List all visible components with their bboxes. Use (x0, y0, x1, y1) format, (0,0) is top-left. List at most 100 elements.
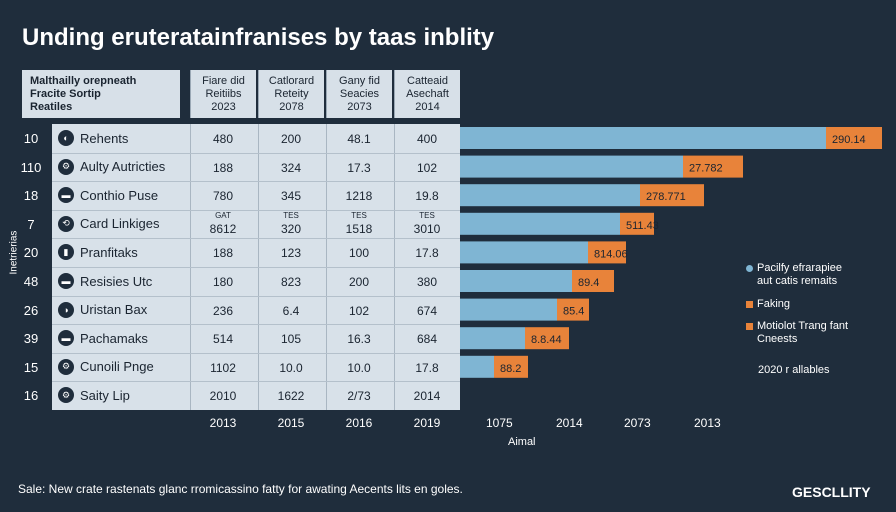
x-axis-label: Aimal (508, 436, 536, 448)
table-cell: 1102 (210, 360, 236, 375)
table-row-divider (52, 267, 460, 268)
bar-value-label: 278.771 (646, 191, 686, 203)
table-row-divider (52, 181, 460, 183)
header-column-line: Seacies (339, 88, 380, 100)
bar-secondary (588, 241, 626, 264)
row-icon: ⟲ (58, 215, 74, 232)
row-label: ⟲ Card Linkiges (58, 212, 188, 236)
header-column: Fiare did Reitiibs 2023 (190, 70, 256, 118)
bar-value-label: 85.4 (563, 306, 584, 318)
row-label-text: Rehents (80, 130, 129, 146)
row-label-text: Resisies Utc (80, 273, 153, 289)
table-cell: 2014 (413, 389, 441, 404)
table-cell: 17.8 (415, 246, 439, 261)
table-cell: 1518 (345, 221, 373, 236)
row-label-text: Card Linkiges (80, 216, 160, 232)
bottom-year: 2016 (345, 416, 373, 430)
row-icon: ◐ (58, 130, 74, 146)
table-cell: 514 (212, 332, 234, 347)
table-cell: 100 (348, 246, 370, 261)
header-column-line: Gany fid (339, 75, 380, 87)
table-cell: 823 (280, 275, 302, 289)
row-label: ▬ Resisies Utc (58, 269, 188, 293)
bottom-year: 2015 (277, 416, 305, 430)
legend-item: Pacilfy efrarapiee aut catis remaits (746, 262, 842, 288)
x-tick: 2013 (694, 416, 721, 430)
table-cell: 480 (212, 132, 234, 146)
table-cell: 200 (280, 132, 302, 146)
row-number: 20 (23, 245, 39, 261)
table-cell-sub: GAT (215, 210, 231, 220)
table-cell: 2010 (209, 389, 237, 404)
bar-secondary (557, 298, 589, 321)
row-label-text: Cunoili Pnge (80, 359, 154, 375)
row-label: ◑ Uristan Bax (58, 298, 188, 322)
bar-primary (460, 155, 683, 178)
table-cell: 380 (416, 275, 438, 289)
table-cell: 236 (212, 303, 234, 318)
table-cell: 188 (212, 246, 234, 261)
table-cell: 17.8 (415, 360, 439, 375)
bar-value-label: 8.8.44 (531, 334, 562, 346)
row-number: 10 (23, 131, 39, 146)
row-number: 110 (20, 159, 42, 175)
footer-note: Sale: New crate rastenats glanc rromicas… (18, 482, 463, 496)
table-cell-sub: TES (419, 210, 435, 220)
header-column-line: Asechaft (406, 88, 449, 100)
legend-label: Faking (757, 298, 791, 310)
bar-secondary (620, 212, 654, 235)
x-tick: 2014 (556, 416, 583, 430)
header-lead-line: Reatiles (30, 101, 73, 113)
bar-secondary (683, 155, 743, 178)
legend-label: Pacilfy efrarapiee (757, 262, 842, 274)
legend-item: Faking (746, 298, 790, 311)
table-cell: 345 (280, 189, 302, 204)
legend-dot-icon (746, 264, 753, 272)
bottom-year: 2013 (209, 416, 237, 430)
bar-value-label: 88.2 (500, 363, 521, 375)
row-number: 16 (23, 388, 39, 404)
header-column-line: Reitiibs (205, 88, 242, 100)
legend-label: 2020 r allables (758, 364, 830, 376)
row-label: ⚙ Aulty Autricties (58, 155, 188, 179)
bar-secondary (640, 184, 704, 207)
header-column-line: 2073 (347, 101, 372, 113)
bar-secondary (572, 270, 614, 292)
row-label: ◐ Rehents (58, 126, 188, 150)
row-number: 18 (23, 188, 39, 204)
bar-primary (460, 355, 494, 378)
legend-square-icon (746, 300, 753, 308)
table-cell: 200 (348, 275, 370, 289)
row-icon: ▬ (58, 330, 74, 347)
row-label-text: Conthio Puse (80, 187, 159, 203)
row-label-text: Pranfitaks (80, 244, 138, 260)
table-cell-sub: TES (283, 210, 299, 220)
bar-primary (460, 241, 588, 264)
table-row-divider (52, 381, 460, 383)
row-icon: ▮ (58, 244, 74, 261)
row-icon: ◑ (58, 301, 74, 318)
table-cell-sub: TES (351, 210, 367, 220)
bar-secondary (494, 355, 528, 378)
legend-label: Motiolot Trang fant (757, 320, 849, 332)
header-lead-line: Malthailly orepneath (30, 75, 137, 87)
row-number: 15 (23, 359, 39, 375)
bar-primary (460, 298, 557, 321)
legend-label: aut catis remaits (757, 275, 838, 287)
row-icon: ⚙ (58, 358, 74, 375)
row-icon: ▬ (58, 187, 74, 204)
bar-value-label: 511.43 (626, 220, 659, 232)
bar-primary (460, 270, 572, 292)
row-icon: ⚙ (58, 387, 74, 404)
bar-primary (460, 184, 640, 207)
row-number: 26 (23, 302, 39, 318)
x-tick: 2073 (624, 416, 651, 430)
table-cell: 6.4 (282, 303, 300, 318)
table-cell: 1218 (345, 189, 373, 204)
legend-label: Cneests (757, 333, 798, 345)
table-cell: 684 (416, 332, 438, 347)
table-cell: 10.0 (279, 360, 303, 375)
table-cell: 105 (280, 332, 302, 347)
row-label: ▬ Pachamaks (58, 326, 188, 350)
row-icon: ⚙ (58, 158, 74, 175)
